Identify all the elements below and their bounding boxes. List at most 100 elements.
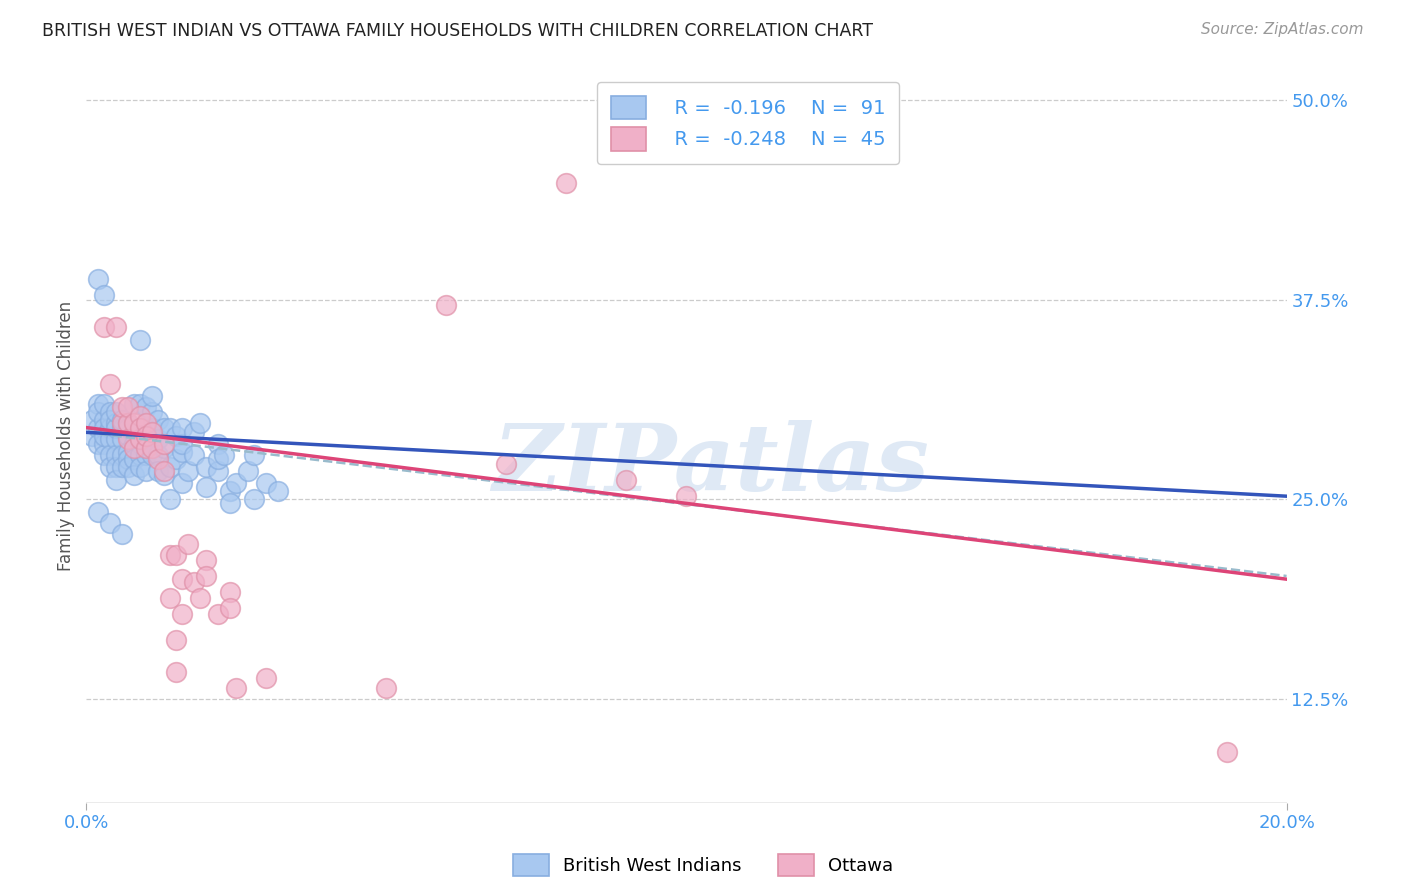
Point xyxy=(135,448,157,462)
Point xyxy=(98,404,121,418)
Text: ZIPatlas: ZIPatlas xyxy=(492,420,929,510)
Point xyxy=(675,489,697,503)
Point xyxy=(141,420,163,434)
Point xyxy=(1215,745,1237,759)
Point xyxy=(207,607,229,622)
Point xyxy=(141,442,163,456)
Point xyxy=(105,420,128,434)
Point xyxy=(87,397,110,411)
Text: BRITISH WEST INDIAN VS OTTAWA FAMILY HOUSEHOLDS WITH CHILDREN CORRELATION CHART: BRITISH WEST INDIAN VS OTTAWA FAMILY HOU… xyxy=(42,22,873,40)
Point xyxy=(117,416,139,430)
Y-axis label: Family Households with Children: Family Households with Children xyxy=(58,301,75,571)
Point xyxy=(135,416,157,430)
Point xyxy=(111,400,134,414)
Point xyxy=(117,452,139,467)
Point xyxy=(105,432,128,446)
Point xyxy=(124,468,146,483)
Point xyxy=(495,457,517,471)
Point xyxy=(93,412,115,426)
Point xyxy=(141,404,163,418)
Point xyxy=(225,681,247,695)
Point xyxy=(148,432,170,446)
Point xyxy=(98,448,121,462)
Point xyxy=(434,298,457,312)
Point xyxy=(243,492,266,507)
Point xyxy=(87,404,110,418)
Point xyxy=(207,464,229,478)
Point xyxy=(195,460,218,475)
Point xyxy=(111,527,134,541)
Point xyxy=(555,177,578,191)
Point xyxy=(124,452,146,467)
Point xyxy=(177,464,200,478)
Point xyxy=(124,397,146,411)
Point xyxy=(254,671,277,685)
Point xyxy=(129,432,152,446)
Point xyxy=(207,452,229,467)
Point xyxy=(87,436,110,450)
Point xyxy=(172,572,194,586)
Point xyxy=(165,665,187,679)
Point xyxy=(135,464,157,478)
Point xyxy=(87,272,110,286)
Point xyxy=(165,548,187,562)
Point xyxy=(141,448,163,462)
Point xyxy=(375,681,398,695)
Point xyxy=(93,397,115,411)
Point xyxy=(124,416,146,430)
Point xyxy=(183,425,205,440)
Point xyxy=(93,428,115,442)
Legend:   R =  -0.196    N =  91,   R =  -0.248    N =  45: R = -0.196 N = 91, R = -0.248 N = 45 xyxy=(598,82,898,164)
Point xyxy=(159,460,181,475)
Point xyxy=(188,591,211,606)
Point xyxy=(195,553,218,567)
Point xyxy=(129,436,152,450)
Point xyxy=(82,412,104,426)
Point xyxy=(183,575,205,590)
Point xyxy=(225,476,247,491)
Point xyxy=(148,448,170,462)
Point xyxy=(135,432,157,446)
Point xyxy=(135,442,157,456)
Legend: British West Indians, Ottawa: British West Indians, Ottawa xyxy=(505,847,901,883)
Point xyxy=(82,428,104,442)
Point xyxy=(148,452,170,467)
Point xyxy=(111,460,134,475)
Point xyxy=(105,404,128,418)
Point xyxy=(153,420,176,434)
Point xyxy=(219,601,242,615)
Point xyxy=(129,420,152,434)
Point xyxy=(172,444,194,458)
Point xyxy=(105,448,128,462)
Point xyxy=(148,412,170,426)
Point xyxy=(105,460,128,475)
Point xyxy=(111,448,134,462)
Point xyxy=(153,436,176,450)
Point xyxy=(172,436,194,450)
Point xyxy=(159,591,181,606)
Point xyxy=(129,460,152,475)
Point xyxy=(87,420,110,434)
Point xyxy=(117,420,139,434)
Point xyxy=(98,460,121,475)
Point xyxy=(93,436,115,450)
Point xyxy=(153,464,176,478)
Point xyxy=(135,400,157,414)
Point xyxy=(105,473,128,487)
Point xyxy=(135,428,157,442)
Point xyxy=(117,460,139,475)
Point xyxy=(124,436,146,450)
Point xyxy=(98,420,121,434)
Point xyxy=(148,464,170,478)
Point xyxy=(105,416,128,430)
Point xyxy=(124,420,146,434)
Point xyxy=(254,476,277,491)
Point xyxy=(141,425,163,440)
Point xyxy=(195,480,218,494)
Point xyxy=(117,432,139,446)
Point xyxy=(183,448,205,462)
Point xyxy=(87,505,110,519)
Point xyxy=(111,432,134,446)
Point xyxy=(188,416,211,430)
Point xyxy=(243,448,266,462)
